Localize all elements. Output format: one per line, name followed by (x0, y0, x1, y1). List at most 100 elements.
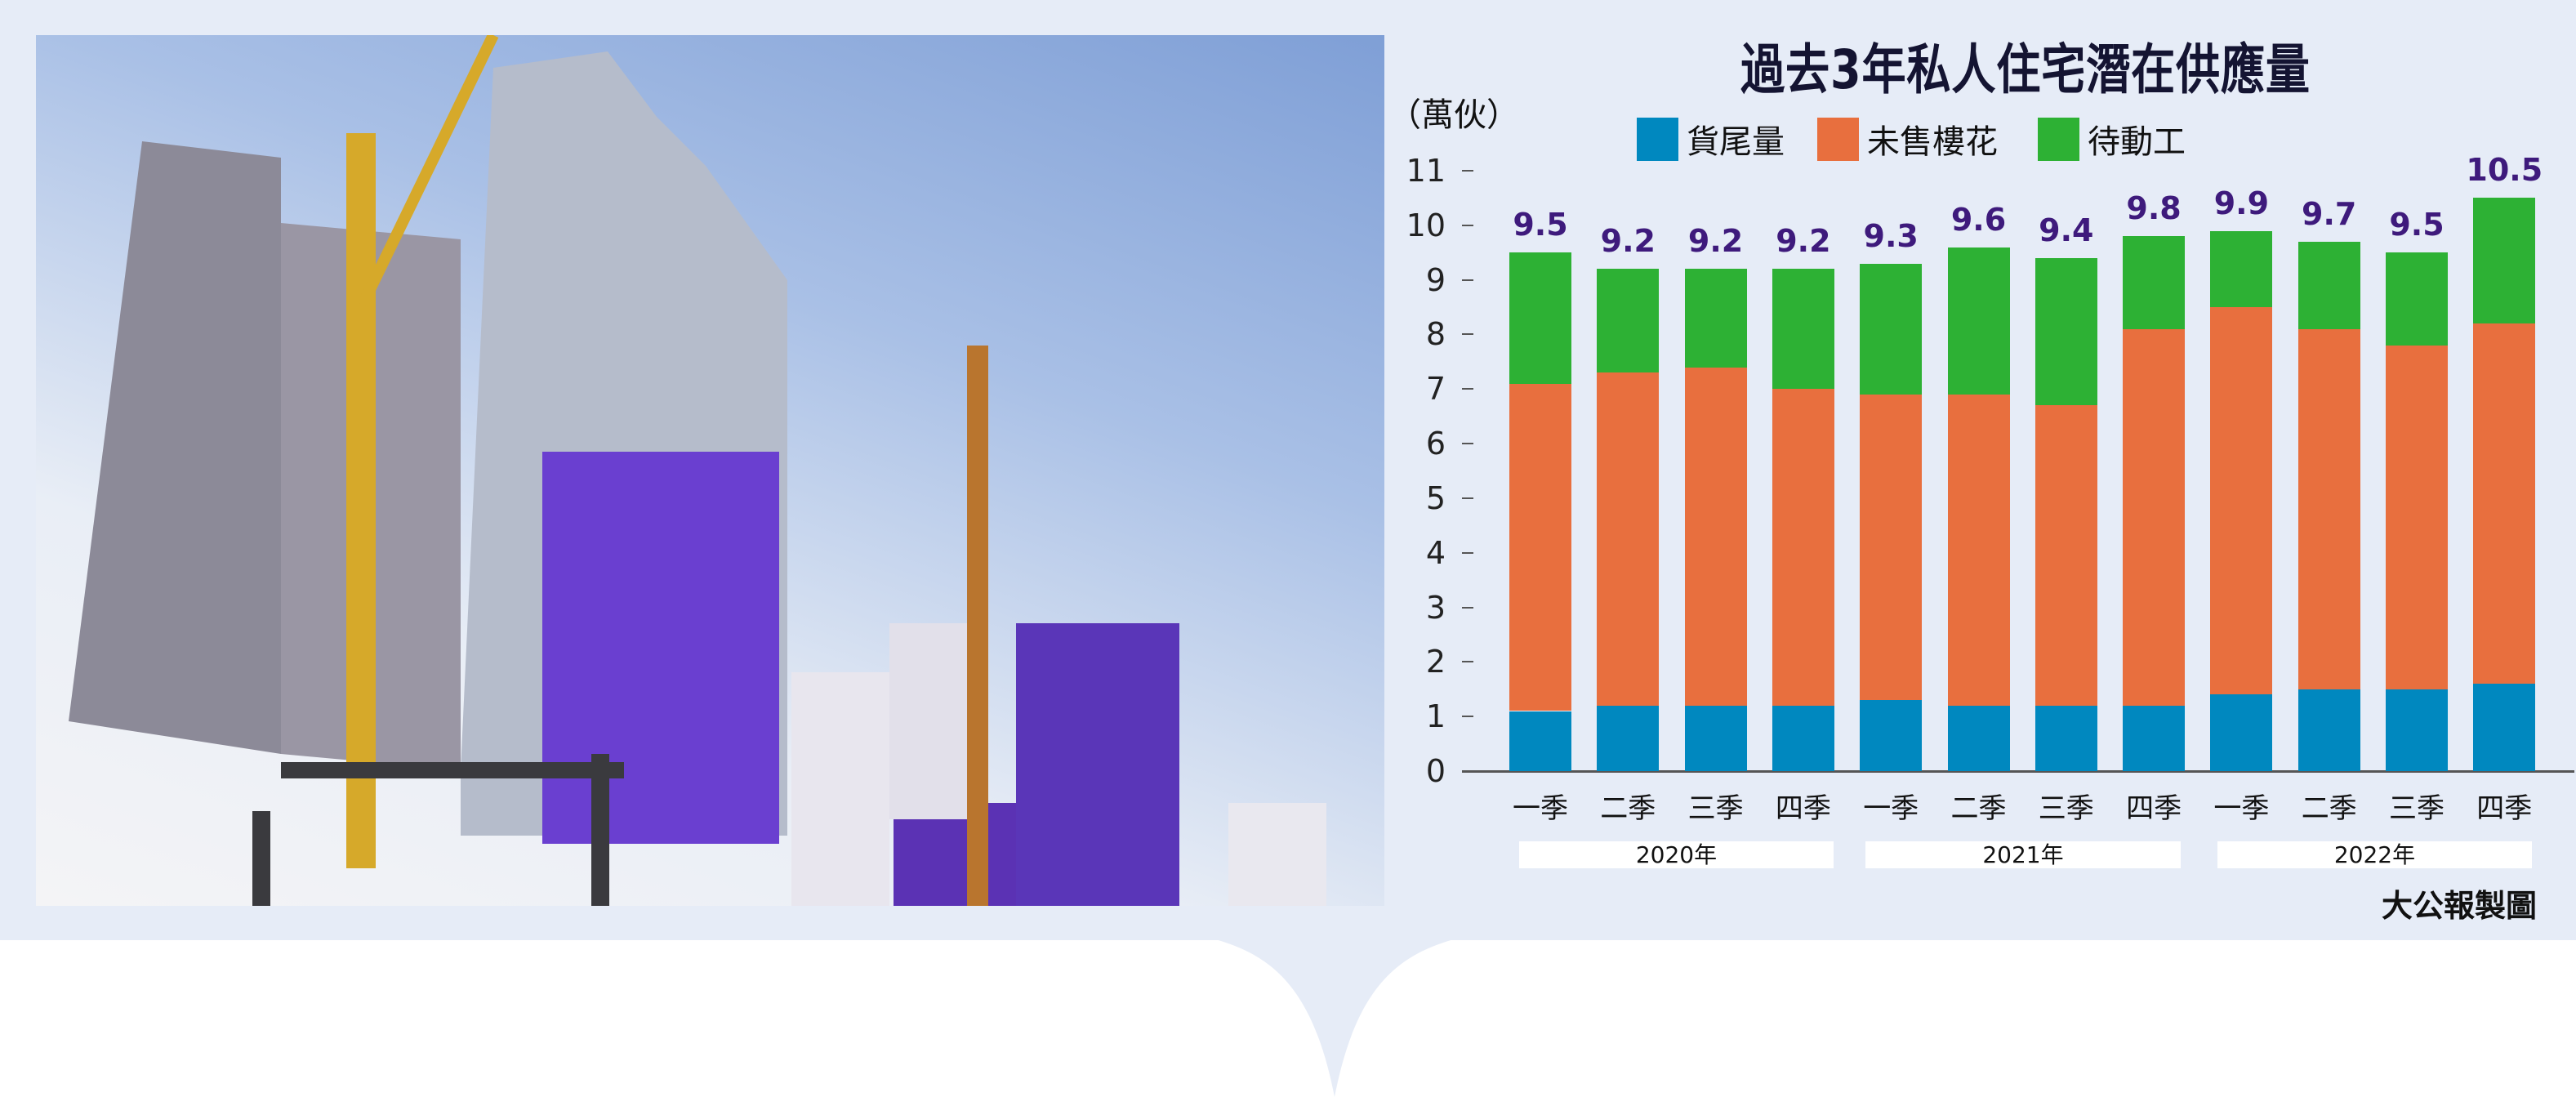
bar-segment (1947, 247, 2010, 395)
bar-segment (1772, 269, 1834, 390)
bar-segment (1860, 394, 1923, 701)
y-tick-mark (1462, 333, 1473, 336)
legend-item-not-started: 待動工 (2038, 117, 2186, 161)
x-tick-label: 二季 (2301, 792, 2357, 825)
x-tick-label: 四季 (1775, 792, 1831, 825)
bar-segment (2123, 705, 2186, 771)
year-group-2020: 2020年 (1519, 841, 1834, 868)
bar-segment (1772, 389, 1834, 706)
y-tick-label: 9 (1425, 261, 1446, 298)
bar-segment (1860, 263, 1923, 395)
chart-title: 過去3年私人住宅潛在供應量 (1740, 38, 2311, 101)
source-credit: 大公報製圖 (2381, 888, 2537, 924)
bar-segment (2297, 328, 2360, 689)
construction-scene-illustration (69, 35, 1326, 906)
bar-segment (1684, 705, 1747, 771)
y-tick-mark (1462, 388, 1473, 390)
legend-swatch-orange-icon (1817, 117, 1859, 161)
y-tick-label: 1 (1425, 698, 1446, 735)
x-tick-label: 二季 (1600, 792, 1656, 825)
drip-decoration (1215, 939, 1454, 1097)
bar-total-label: 9.9 (2213, 185, 2270, 221)
bar-segment (2035, 705, 2097, 771)
y-tick-label: 3 (1425, 589, 1446, 626)
legend-swatch-blue-icon (1637, 117, 1678, 161)
bar-segment (2035, 257, 2097, 406)
year-group-2021: 2021年 (1865, 841, 2181, 868)
bar-segment (2297, 689, 2360, 771)
x-tick-label: 一季 (1513, 792, 1568, 825)
bar-segment (2210, 230, 2273, 308)
y-tick-label: 2 (1425, 644, 1446, 680)
y-tick-label: 5 (1425, 479, 1446, 516)
bar-segment (1597, 269, 1660, 373)
y-tick-label: 4 (1425, 534, 1446, 571)
bar-segment (2297, 241, 2360, 329)
y-tick-mark (1462, 443, 1473, 445)
legend-swatch-green-icon (2038, 117, 2079, 161)
construction-photo (36, 35, 1384, 906)
bar-segment (2473, 198, 2536, 324)
bar-segment (1509, 383, 1571, 711)
bar-segment (2210, 307, 2273, 695)
legend-label: 未售樓花 (1867, 123, 1998, 161)
bar-total-label: 9.2 (1687, 223, 1744, 260)
y-axis-unit-label: （萬伙） (1388, 96, 1519, 134)
x-tick-label: 三季 (2389, 792, 2445, 825)
y-tick-label: 0 (1425, 753, 1446, 789)
bar-segment (2386, 252, 2448, 346)
x-tick-label: 一季 (1863, 792, 1919, 825)
x-axis-line (1462, 770, 2574, 773)
x-tick-label: 一季 (2213, 792, 2270, 825)
x-tick-label: 四季 (2126, 792, 2182, 825)
bar-total-label: 9.3 (1863, 217, 1919, 254)
legend-label: 待動工 (2088, 123, 2186, 161)
x-tick-label: 三季 (1687, 792, 1744, 825)
y-tick-mark (1462, 170, 1473, 172)
bar-segment (2473, 323, 2536, 685)
y-tick-label: 8 (1425, 316, 1446, 353)
bar-segment (1947, 705, 2010, 771)
x-tick-label: 四季 (2476, 792, 2533, 825)
bar-segment (1597, 372, 1660, 706)
bar-segment (1684, 367, 1747, 706)
x-tick-label: 三季 (2038, 792, 2094, 825)
y-tick-label: 10 (1406, 207, 1446, 243)
bar-segment (2123, 236, 2186, 329)
bar-total-label: 9.2 (1600, 223, 1656, 260)
bar-segment (2386, 345, 2448, 689)
y-tick-mark (1462, 551, 1473, 554)
y-tick-label: 11 (1406, 153, 1446, 189)
bar-segment (2473, 684, 2536, 771)
bar-segment (1509, 711, 1571, 771)
y-tick-mark (1462, 606, 1473, 609)
bar-total-label: 9.7 (2302, 195, 2357, 232)
y-tick-mark (1462, 224, 1473, 226)
y-tick-mark (1462, 279, 1473, 281)
y-tick-mark (1462, 497, 1473, 499)
bar-segment (1597, 705, 1660, 771)
bar-segment (2123, 328, 2186, 706)
bar-total-label: 9.5 (2389, 207, 2445, 243)
bar-total-label: 9.4 (2039, 212, 2094, 248)
y-tick-label: 7 (1425, 371, 1446, 408)
bar-total-label: 9.8 (2126, 190, 2182, 227)
y-tick-label: 6 (1425, 426, 1446, 462)
bar-total-label: 10.5 (2466, 152, 2543, 189)
bar-total-label: 9.2 (1776, 223, 1831, 260)
year-group-2022: 2022年 (2217, 841, 2532, 868)
bar-total-label: 9.6 (1950, 201, 2007, 238)
bar-segment (1772, 705, 1834, 771)
x-tick-label: 二季 (1950, 792, 2007, 825)
legend-item-unsold-presale: 未售樓花 (1817, 117, 1998, 161)
bar-segment (2210, 694, 2273, 771)
y-tick-mark (1462, 661, 1473, 663)
legend-item-unsold-completed: 貨尾量 (1637, 117, 1785, 161)
bar-segment (1684, 269, 1747, 368)
y-tick-mark (1462, 716, 1473, 718)
bar-segment (1860, 700, 1923, 771)
bar-segment (1947, 394, 2010, 706)
legend-label: 貨尾量 (1687, 123, 1785, 161)
bar-segment (1509, 252, 1571, 384)
bar-total-label: 9.5 (1513, 207, 1568, 243)
